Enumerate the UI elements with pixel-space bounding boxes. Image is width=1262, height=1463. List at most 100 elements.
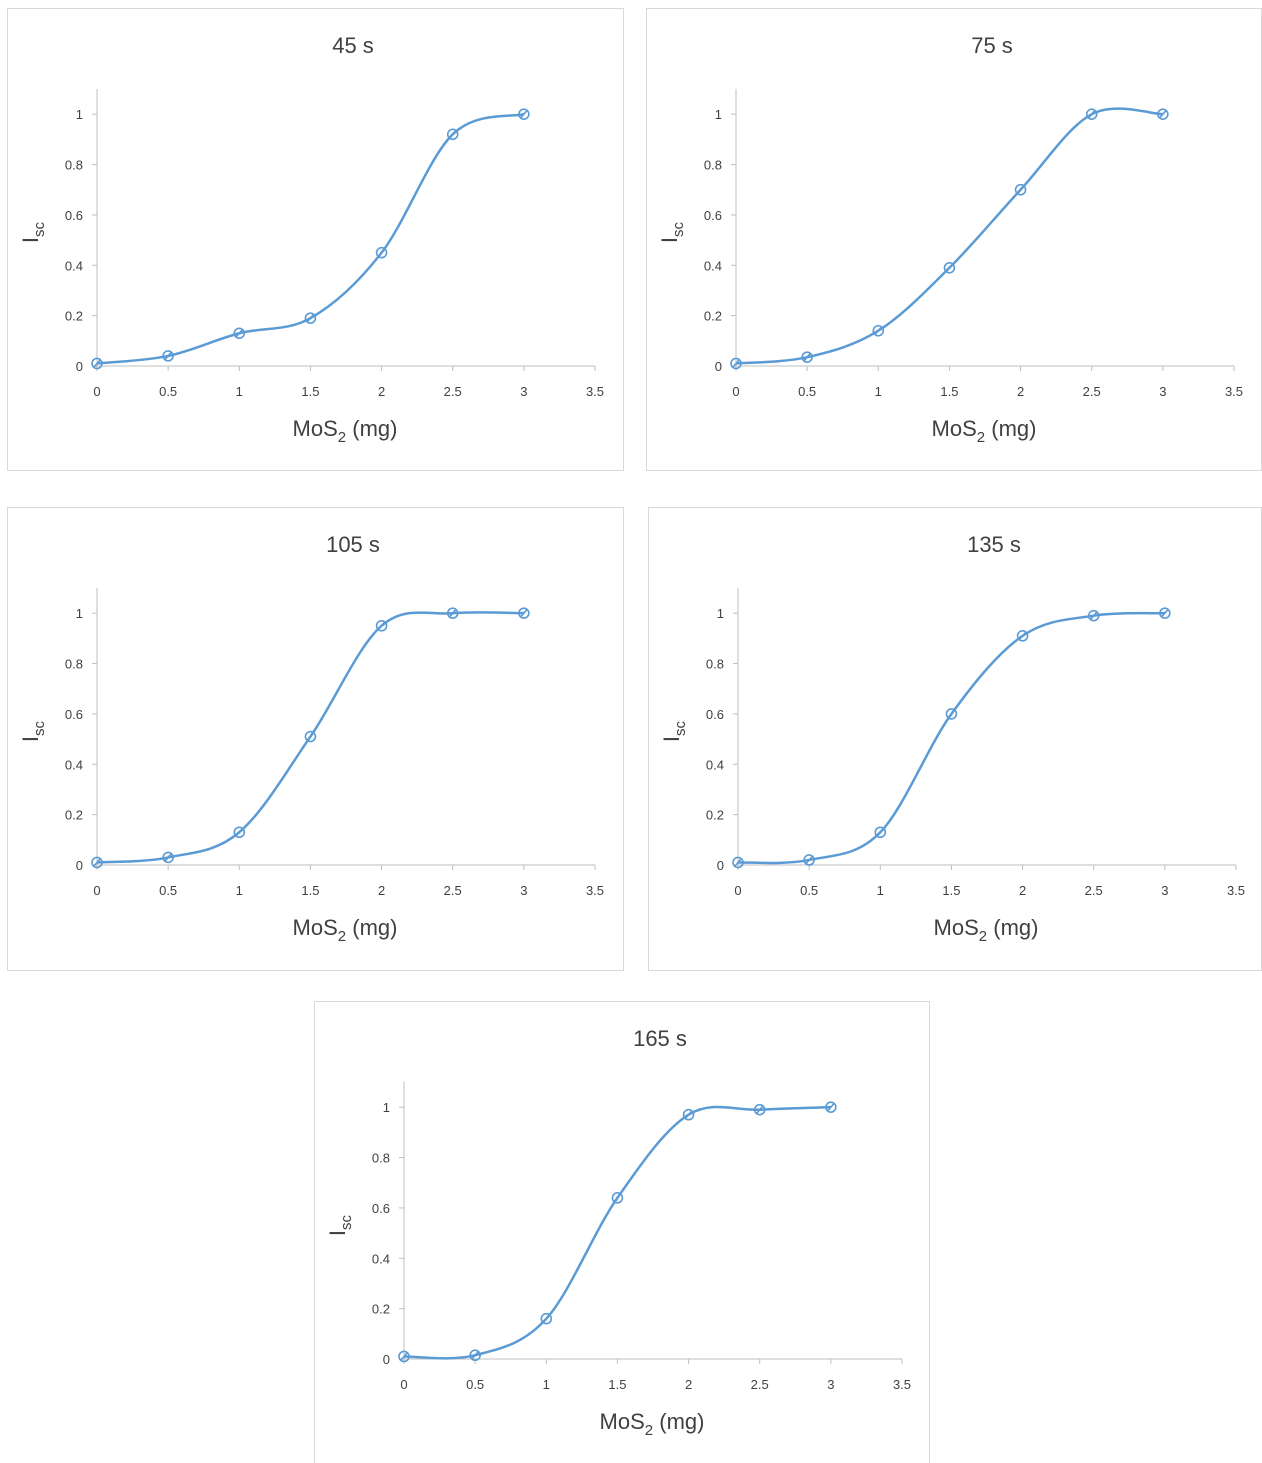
x-axis-label: MoS2 (mg)	[934, 915, 1039, 945]
y-tick-label: 1	[717, 606, 724, 621]
x-tick-label: 0	[734, 883, 741, 898]
x-tick-label: 1.5	[608, 1377, 626, 1392]
data-point	[872, 324, 885, 337]
y-tick-label: 0.2	[65, 808, 83, 823]
data-point	[1014, 183, 1027, 196]
y-tick-label: 0.4	[372, 1251, 390, 1266]
x-tick-label: 1	[236, 384, 243, 399]
chart-title: 165 s	[633, 1026, 687, 1051]
data-point	[1085, 108, 1098, 120]
y-tick-label: 0.2	[372, 1302, 390, 1317]
x-tick-label: 1	[877, 883, 884, 898]
x-tick-label: 0	[400, 1377, 407, 1392]
chart-title: 105 s	[326, 532, 380, 557]
x-tick-label: 1	[236, 883, 243, 898]
y-tick-label: 0	[383, 1352, 390, 1367]
x-tick-label: 3.5	[893, 1377, 911, 1392]
x-tick-label: 0.5	[159, 883, 177, 898]
chart-panel-105s: 105 s 0 0.2 0.4 0.6 0.8 1 0 0.5 1 1.5 2 2.5 3 3.5 MoS2 …	[7, 507, 624, 971]
x-axis-label: MoS2 (mg)	[293, 416, 398, 446]
chart-title: 135 s	[967, 532, 1021, 557]
y-tick-label: 0	[76, 359, 83, 374]
x-tick-label: 3	[1161, 883, 1168, 898]
x-tick-label: 0.5	[800, 883, 818, 898]
x-tick-label: 2.5	[444, 883, 462, 898]
y-tick-label: 0.2	[704, 309, 722, 324]
y-tick-label: 0	[76, 858, 83, 873]
x-tick-label: 3	[520, 384, 527, 399]
y-tick-label: 1	[76, 606, 83, 621]
data-point	[732, 856, 744, 869]
chart-title: 45 s	[332, 33, 374, 58]
x-tick-label: 1.5	[942, 883, 960, 898]
y-axis-label: Isc	[659, 720, 689, 742]
x-tick-label: 3.5	[1225, 384, 1243, 399]
data-point	[730, 357, 742, 370]
data-point	[446, 607, 459, 619]
x-tick-label: 2.5	[1085, 883, 1103, 898]
x-tick-label: 0	[93, 384, 100, 399]
y-tick-label: 0.6	[65, 208, 83, 223]
data-point	[91, 357, 103, 370]
chart-svg: 165 s 0 0.2 0.4 0.6 0.8 1 0 0.5 1 1.5 2 2.5 3 3.5 MoS2 …	[325, 1026, 911, 1439]
data-point	[1016, 630, 1029, 642]
x-tick-label: 2	[378, 384, 385, 399]
data-point	[945, 708, 958, 720]
data-point	[233, 826, 246, 839]
data-point	[375, 619, 388, 632]
data-point	[1159, 607, 1171, 619]
x-tick-label: 1.5	[301, 384, 319, 399]
chart-svg: 45 s 0 0.2 0.4 0.6 0.8 1 0 0.5 1 1.5 2 2.5 3 3.5 MoS2 (…	[18, 33, 604, 446]
series-line	[403, 1105, 831, 1360]
data-point	[803, 854, 815, 866]
x-tick-label: 1.5	[301, 883, 319, 898]
chart-panel-165s: 165 s 0 0.2 0.4 0.6 0.8 1 0 0.5 1 1.5 2 2.5 3 3.5 MoS2 …	[314, 1001, 930, 1463]
data-point	[469, 1349, 481, 1362]
x-axis-label: MoS2 (mg)	[600, 1409, 705, 1439]
data-point	[682, 1108, 695, 1121]
data-point	[304, 730, 317, 743]
x-tick-label: 2.5	[1083, 384, 1101, 399]
y-tick-label: 1	[76, 107, 83, 122]
y-tick-label: 0.8	[65, 657, 83, 672]
data-point	[375, 246, 388, 259]
series-line	[737, 611, 1165, 865]
chart-svg: 135 s 0 0.2 0.4 0.6 0.8 1 0 0.5 1 1.5 2 2.5 3 3.5 MoS2 …	[659, 532, 1245, 945]
y-tick-label: 0.4	[65, 757, 83, 772]
data-point	[518, 108, 530, 120]
x-tick-label: 1	[875, 384, 882, 399]
x-tick-label: 2.5	[444, 384, 462, 399]
y-axis-label: Isc	[657, 221, 687, 243]
data-point	[1157, 108, 1169, 120]
data-point	[162, 851, 174, 864]
series-line	[735, 107, 1163, 365]
y-tick-label: 0.4	[706, 757, 724, 772]
y-tick-label: 0.8	[65, 158, 83, 173]
y-tick-label: 0.6	[704, 208, 722, 223]
data-point	[233, 327, 246, 340]
x-tick-label: 0	[732, 384, 739, 399]
y-axis-label: Isc	[18, 720, 48, 742]
data-point	[1087, 609, 1100, 622]
data-point	[446, 128, 459, 141]
data-point	[540, 1312, 553, 1325]
y-tick-label: 0	[715, 359, 722, 374]
y-axis-label: Isc	[18, 221, 48, 243]
y-tick-label: 0.6	[706, 707, 724, 722]
data-point	[825, 1101, 837, 1113]
x-tick-label: 3	[1159, 384, 1166, 399]
x-tick-label: 0.5	[159, 384, 177, 399]
chart-panel-75s: 75 s 0 0.2 0.4 0.6 0.8 1 0 0.5 1 1.5 2 2.5 3 3.5 MoS2 (…	[646, 8, 1262, 471]
x-tick-label: 2	[685, 1377, 692, 1392]
y-tick-label: 0.8	[706, 657, 724, 672]
data-point	[91, 856, 103, 869]
y-axis-label: Isc	[325, 1214, 355, 1236]
y-tick-label: 0.2	[65, 309, 83, 324]
data-point	[753, 1103, 766, 1116]
chart-svg: 75 s 0 0.2 0.4 0.6 0.8 1 0 0.5 1 1.5 2 2.5 3 3.5 MoS2 (…	[657, 33, 1243, 446]
x-tick-label: 2.5	[751, 1377, 769, 1392]
chart-panel-45s: 45 s 0 0.2 0.4 0.6 0.8 1 0 0.5 1 1.5 2 2.5 3 3.5 MoS2 (…	[7, 8, 624, 471]
data-point	[162, 350, 174, 362]
data-point	[304, 312, 317, 324]
data-point	[518, 607, 530, 619]
